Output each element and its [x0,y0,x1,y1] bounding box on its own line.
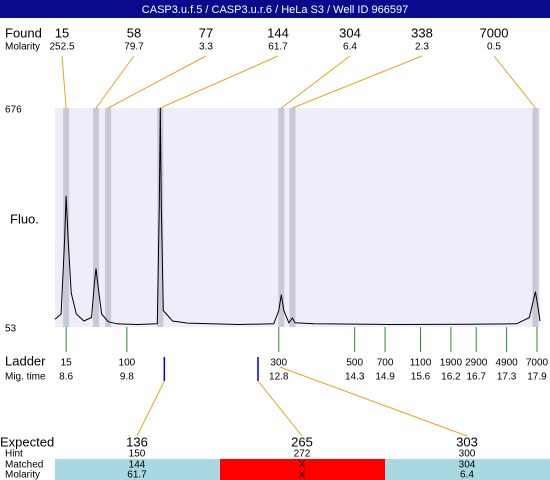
header-bar [0,0,550,18]
trace [54,107,541,326]
peak-band [93,108,100,327]
found-size: 7000 [480,25,509,40]
ladder-time: 14.3 [345,372,365,383]
ladder-time: 15.6 [411,372,431,383]
ladder-size: 1900 [440,358,463,369]
expected-size: 303 [456,434,478,449]
peak-band [278,108,285,327]
hint-value: 300 [459,449,476,460]
molarity-label: Molarity [5,42,40,53]
ladder-size: 100 [119,358,136,369]
ladder-size: 2900 [465,358,488,369]
molarity-value: 6.4 [460,470,474,480]
ladder-time: 16.2 [441,372,461,383]
ladder-time: 17.3 [497,372,517,383]
found-connector [61,55,67,109]
mig-time-label: Mig. time [5,372,46,383]
found-molarity: 6.4 [343,42,357,53]
peak-band [532,108,539,327]
expected-label: Expected [0,434,54,449]
ladder-label: Ladder [5,353,46,368]
molarity-row-label: Molarity [5,470,40,480]
molarity-value: 61.7 [127,470,147,480]
hint-value: 272 [294,449,311,460]
ladder-time: 8.6 [59,372,73,383]
found-size: 77 [199,25,213,40]
plot-area [55,108,540,327]
found-molarity: 3.3 [199,42,213,53]
found-molarity: 0.5 [487,42,501,53]
ladder-time: 16.7 [466,372,486,383]
ladder-time: 9.8 [120,372,134,383]
y-label: Fluo. [10,211,39,226]
matched-value: 144 [129,460,146,471]
header-title: CASP3.u.f.5 / CASP3.u.r.6 / HeLa S3 / We… [142,4,408,16]
peak-band [157,108,164,327]
found-connector [95,55,135,109]
peak-band [289,108,296,327]
ladder-size: 700 [377,358,394,369]
y-tick-label: 53 [5,324,17,335]
ladder-size: 4900 [495,358,518,369]
found-connector [493,55,536,109]
found-size: 304 [339,25,361,40]
ladder-size: 500 [346,358,363,369]
expected-size: 136 [126,434,148,449]
found-molarity: 79.7 [124,42,144,53]
matched-value: 304 [459,460,476,471]
hint-label: Hint [5,449,23,460]
ladder-time: 14.9 [375,372,395,383]
peak-band [63,108,70,327]
found-connector [160,55,279,109]
matched-value: X [299,460,306,471]
found-size: 144 [267,25,289,40]
expected-connector [257,380,303,437]
ladder-size: 1100 [410,358,432,369]
ladder-size: 15 [61,358,73,369]
found-size: 15 [55,25,69,40]
ladder-size: 7000 [526,358,549,369]
expected-size: 265 [291,434,313,449]
found-molarity: 2.3 [415,42,429,53]
found-connector [292,55,423,109]
ladder-time: 17.9 [527,372,547,383]
y-tick-label: 676 [5,105,22,116]
expected-connector [279,366,468,437]
ladder-time: 12.8 [269,372,289,383]
hint-value: 150 [129,449,146,460]
molarity-value: X [299,470,306,480]
peak-band [105,108,112,327]
found-connector [107,55,207,109]
found-molarity: 252.5 [49,42,74,53]
expected-connector [136,380,165,437]
found-size: 338 [411,25,433,40]
unmatched-band [220,459,385,480]
matched-label: Matched [5,460,43,471]
found-size: 58 [127,25,141,40]
found-molarity: 61.7 [268,42,288,53]
found-label: Found [5,25,42,40]
ladder-size: 300 [270,358,287,369]
found-connector [280,55,351,109]
